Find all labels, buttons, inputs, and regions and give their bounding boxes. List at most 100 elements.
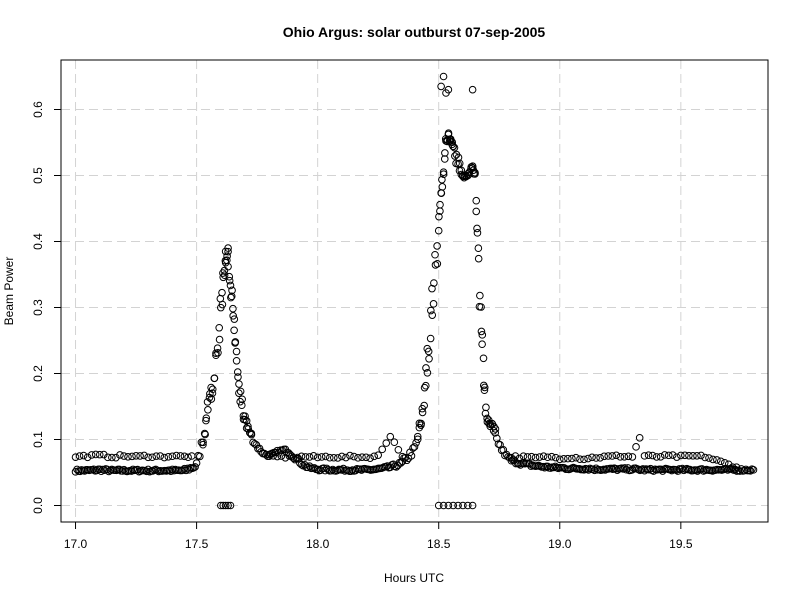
data-point bbox=[480, 383, 489, 392]
data-point bbox=[732, 463, 741, 472]
data-point bbox=[527, 462, 535, 470]
data-point bbox=[608, 452, 617, 460]
data-point bbox=[225, 272, 234, 281]
data-point bbox=[551, 453, 560, 462]
data-point bbox=[202, 416, 210, 425]
data-point bbox=[230, 315, 239, 323]
data-point bbox=[584, 454, 592, 463]
data-point bbox=[463, 501, 472, 510]
data-point bbox=[269, 451, 278, 460]
data-point bbox=[527, 452, 536, 461]
data-point bbox=[668, 451, 677, 459]
data-point bbox=[439, 170, 448, 179]
data-point bbox=[170, 466, 178, 475]
data-point bbox=[394, 445, 403, 454]
data-point bbox=[474, 254, 483, 263]
data-point bbox=[709, 455, 717, 464]
data-point bbox=[455, 159, 464, 168]
data-point bbox=[434, 501, 443, 510]
data-point bbox=[480, 386, 489, 395]
data-point bbox=[118, 467, 127, 475]
data-point bbox=[338, 452, 346, 461]
data-point bbox=[327, 466, 336, 475]
data-point bbox=[223, 252, 231, 261]
data-point bbox=[247, 429, 256, 438]
data-point bbox=[572, 453, 580, 462]
data-point bbox=[236, 397, 244, 406]
data-point bbox=[468, 85, 477, 94]
data-point bbox=[568, 454, 576, 463]
data-point bbox=[616, 453, 625, 461]
data-point bbox=[588, 453, 596, 462]
data-point bbox=[413, 435, 422, 444]
data-point bbox=[511, 452, 520, 460]
data-point bbox=[83, 453, 92, 462]
data-point bbox=[580, 455, 588, 464]
y-axis: 0.0 0.1 0.2 0.3 0.4 0.5 0.6 bbox=[31, 101, 62, 514]
data-point bbox=[227, 293, 235, 302]
data-point bbox=[224, 244, 232, 252]
data-point bbox=[235, 380, 243, 388]
data-point bbox=[75, 452, 84, 460]
data-point bbox=[234, 373, 242, 381]
data-point bbox=[716, 457, 725, 466]
data-point bbox=[648, 451, 657, 460]
data-point bbox=[227, 292, 236, 301]
data-point bbox=[431, 261, 440, 269]
data-point bbox=[425, 354, 433, 363]
data-point bbox=[144, 453, 152, 462]
data-point bbox=[449, 142, 457, 151]
data-point bbox=[215, 335, 224, 344]
data-point bbox=[444, 85, 453, 94]
data-point bbox=[549, 463, 558, 472]
data-point bbox=[427, 306, 435, 315]
data-point bbox=[481, 409, 490, 418]
y-tick-label: 0.5 bbox=[31, 167, 45, 184]
data-point bbox=[507, 453, 516, 462]
data-point bbox=[201, 430, 209, 439]
chart-title: Ohio Argus: solar outburst 07-sep-2005 bbox=[283, 24, 546, 40]
data-point bbox=[237, 401, 246, 410]
x-tick-label: 19.5 bbox=[669, 537, 693, 551]
data-point bbox=[153, 466, 162, 475]
data-point bbox=[451, 152, 459, 160]
x-gridlines bbox=[75, 60, 682, 522]
data-point bbox=[426, 334, 435, 343]
data-point bbox=[418, 408, 427, 417]
data-point bbox=[218, 288, 226, 297]
data-point bbox=[596, 453, 604, 462]
data-point bbox=[640, 452, 649, 460]
data-point bbox=[277, 452, 286, 460]
data-point bbox=[584, 466, 593, 474]
y-tick-label: 0.1 bbox=[31, 431, 45, 448]
data-point bbox=[479, 354, 488, 363]
data-point bbox=[120, 452, 128, 460]
data-point bbox=[350, 452, 358, 461]
x-axis: 17.0 17.5 18.0 18.5 19.0 19.5 bbox=[64, 521, 693, 551]
data-point bbox=[705, 454, 713, 462]
data-point bbox=[749, 466, 758, 474]
data-point bbox=[440, 155, 449, 163]
data-point bbox=[172, 451, 181, 460]
data-point bbox=[417, 419, 425, 428]
data-point bbox=[624, 452, 633, 461]
data-point bbox=[560, 454, 568, 463]
data-point bbox=[226, 281, 235, 290]
data-point bbox=[184, 453, 192, 462]
data-point bbox=[140, 451, 148, 460]
data-point bbox=[667, 466, 676, 475]
data-point bbox=[112, 466, 121, 475]
data-point bbox=[187, 452, 196, 460]
data-point bbox=[535, 453, 544, 461]
data-point bbox=[334, 454, 342, 462]
data-point bbox=[281, 453, 290, 462]
data-point bbox=[390, 438, 399, 447]
data-point bbox=[116, 451, 124, 459]
data-point bbox=[273, 452, 282, 461]
data-point bbox=[477, 327, 486, 336]
data-point bbox=[428, 311, 437, 319]
data-point bbox=[720, 458, 729, 467]
data-point bbox=[208, 385, 217, 394]
data-point bbox=[438, 175, 446, 184]
